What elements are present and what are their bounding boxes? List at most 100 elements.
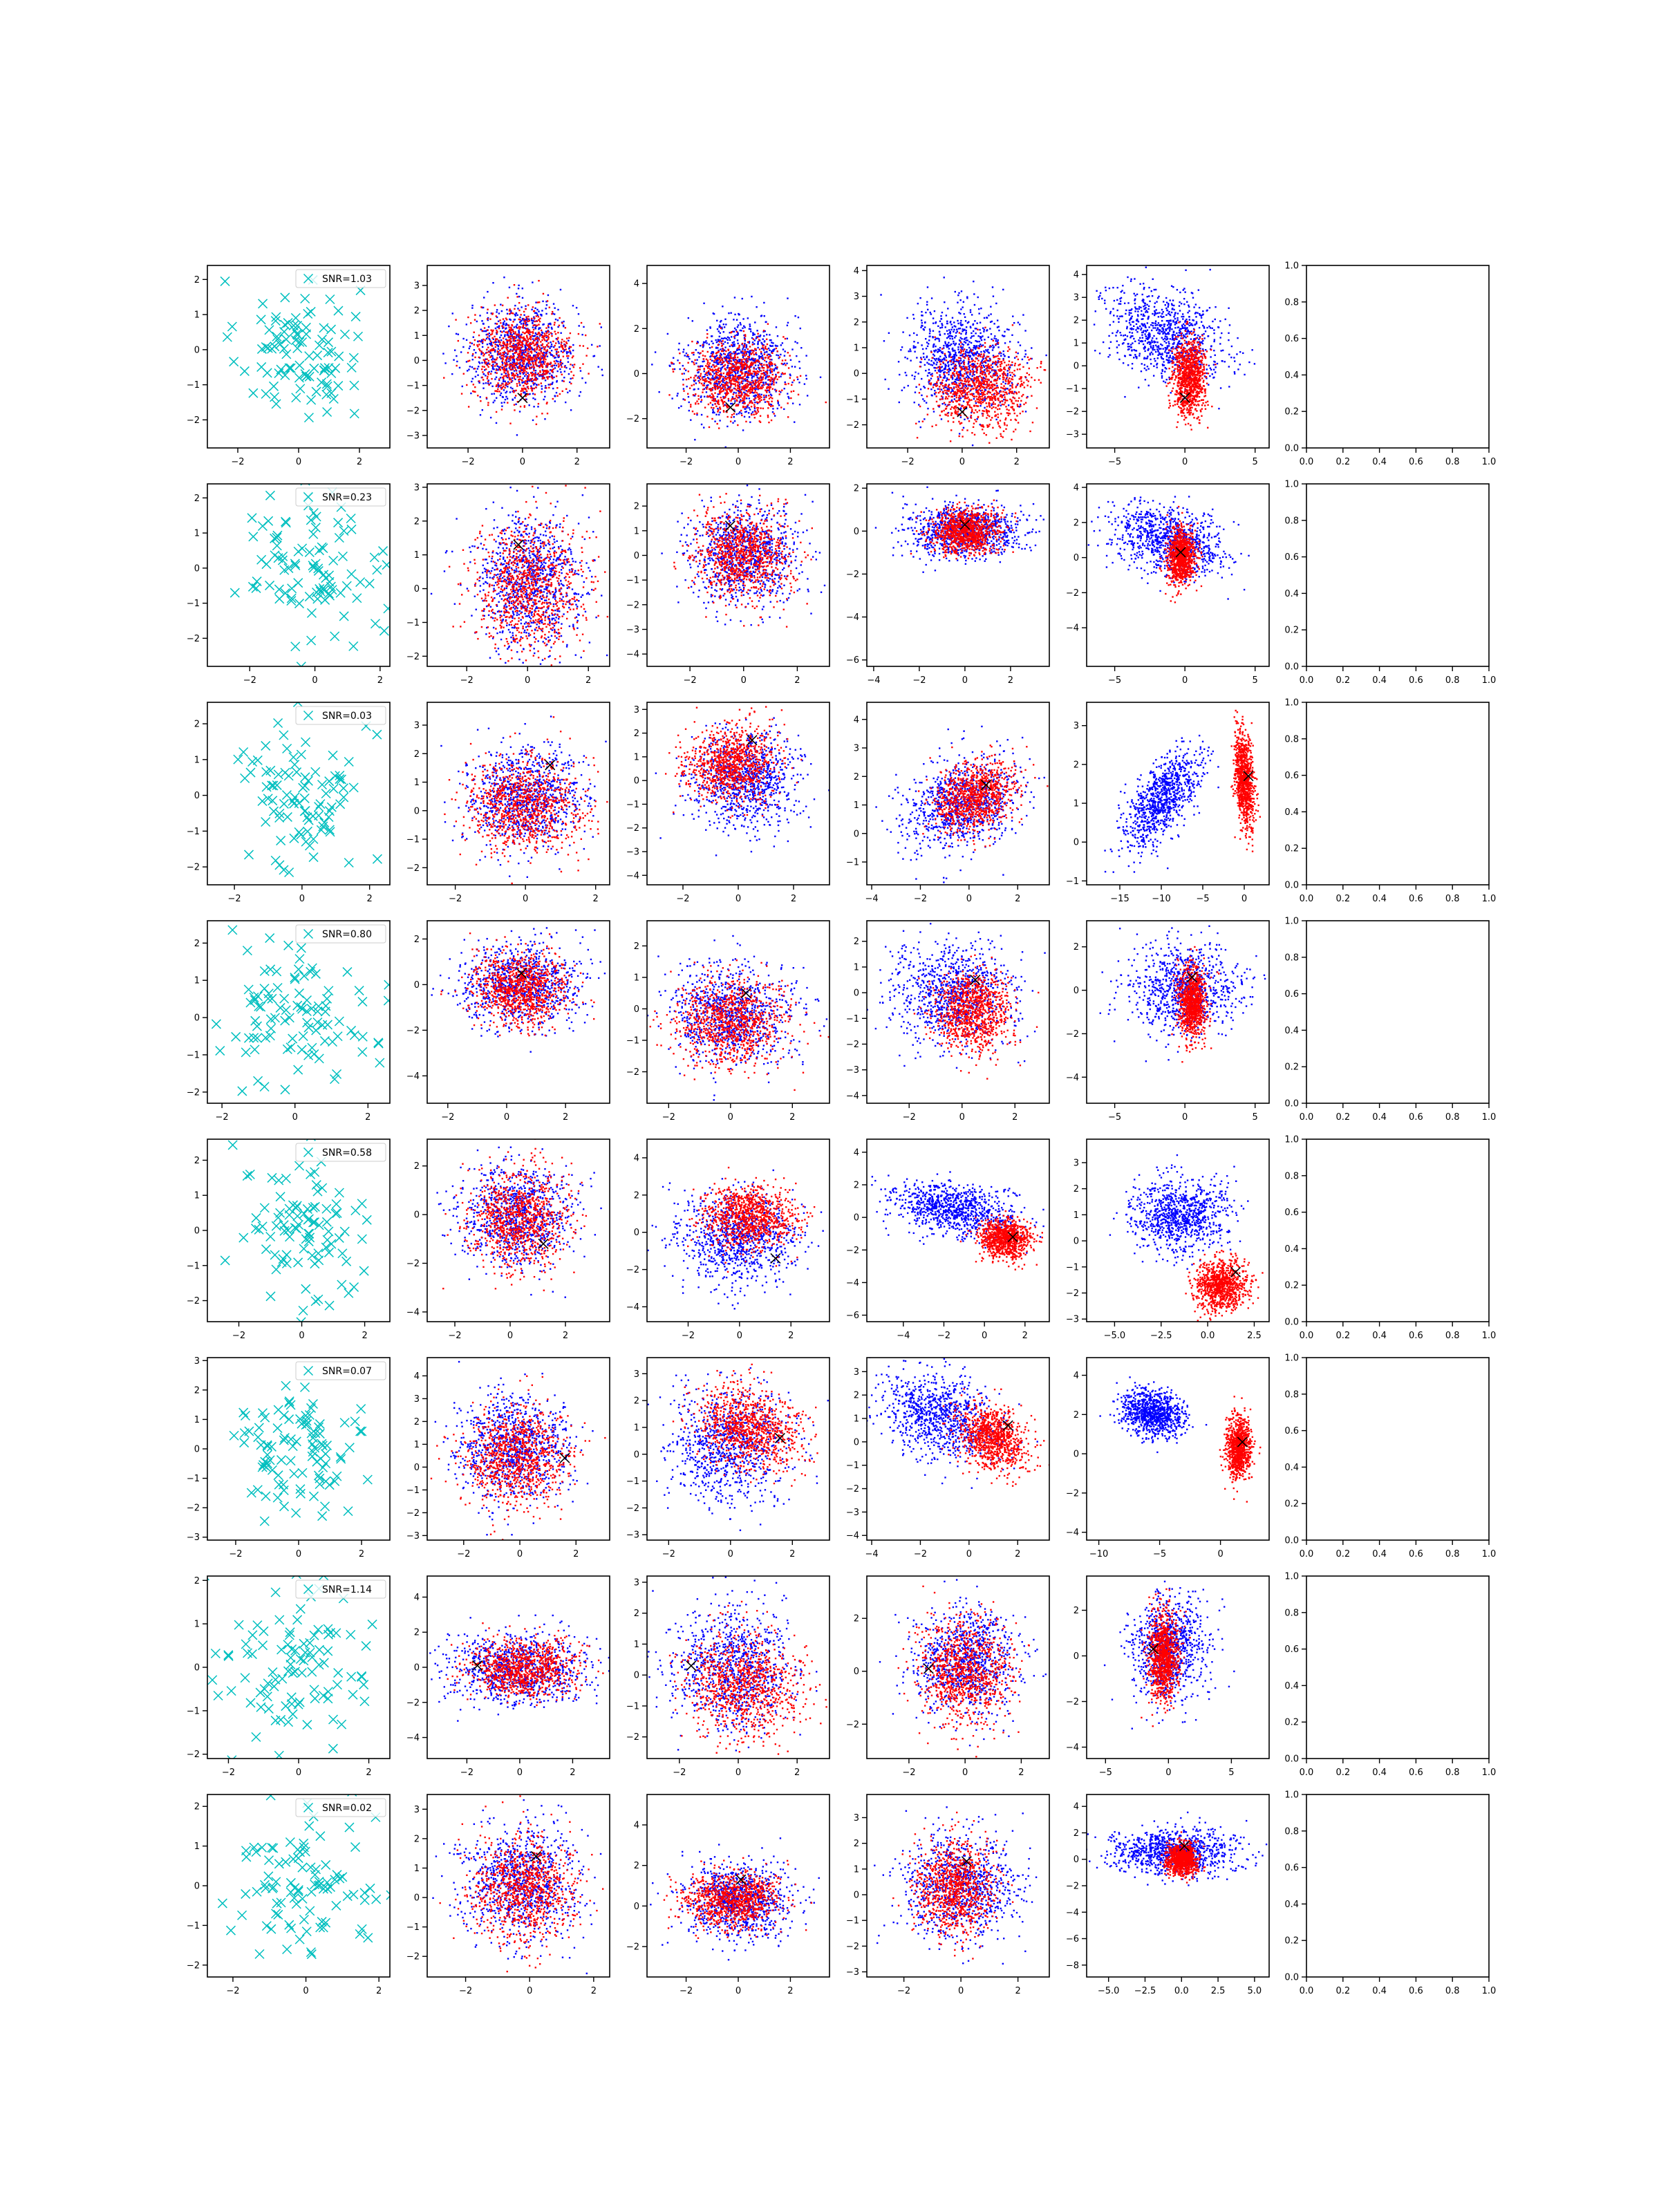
red-point (506, 331, 509, 333)
red-point (778, 393, 780, 395)
blue-point (962, 366, 964, 368)
blue-point (986, 350, 988, 353)
blue-point (939, 359, 941, 361)
red-point (734, 368, 737, 370)
red-point (482, 371, 484, 373)
signal-marker (270, 392, 280, 402)
blue-point (983, 317, 986, 319)
signal-marker (263, 343, 273, 353)
blue-point (481, 342, 484, 344)
blue-point (751, 379, 753, 382)
blue-point (719, 411, 721, 413)
red-point (545, 332, 548, 335)
blue-point (994, 371, 996, 374)
blue-point (746, 376, 748, 379)
blue-point (669, 365, 671, 367)
red-point (491, 330, 494, 332)
red-point (577, 332, 580, 335)
red-point (489, 318, 491, 320)
blue-point (963, 395, 965, 397)
red-point (527, 386, 529, 388)
blue-point (512, 387, 514, 390)
red-point (784, 337, 787, 340)
blue-point (514, 313, 516, 316)
red-point (719, 391, 721, 394)
red-point (927, 388, 930, 390)
blue-point (753, 373, 756, 375)
red-point (771, 371, 774, 373)
blue-point (760, 355, 762, 358)
red-point (512, 365, 514, 367)
blue-point (523, 352, 525, 354)
blue-point (486, 312, 489, 314)
blue-point (932, 317, 935, 319)
blue-point (973, 355, 975, 357)
red-point (488, 384, 490, 386)
red-point (742, 376, 744, 378)
blue-point (488, 337, 490, 339)
red-point (547, 338, 550, 340)
red-point (956, 388, 958, 391)
blue-point (791, 348, 794, 350)
red-point (767, 323, 769, 325)
red-point (774, 363, 776, 366)
blue-point (512, 363, 514, 366)
blue-point (945, 379, 948, 382)
red-point (527, 375, 529, 378)
blue-point (523, 391, 525, 394)
red-point (518, 352, 521, 355)
blue-point (756, 402, 759, 404)
blue-point (462, 346, 465, 348)
red-point (514, 308, 516, 310)
red-point (714, 392, 716, 394)
blue-point (697, 379, 700, 382)
blue-point (536, 312, 538, 315)
red-point (548, 333, 550, 335)
y-tick-label: −1 (406, 381, 420, 391)
red-point (478, 348, 480, 350)
blue-point (516, 314, 518, 317)
blue-point (752, 332, 755, 335)
blue-point (973, 303, 976, 306)
red-point (733, 380, 735, 382)
blue-point (787, 297, 789, 299)
red-point (536, 348, 538, 350)
red-point (724, 401, 726, 403)
blue-point (491, 385, 494, 388)
red-point (540, 363, 543, 366)
blue-point (521, 297, 524, 299)
red-point (466, 384, 468, 386)
red-point (955, 366, 957, 368)
red-point (522, 331, 524, 333)
red-point (724, 368, 727, 370)
blue-point (780, 391, 782, 393)
red-point (713, 400, 715, 402)
blue-point (733, 341, 735, 343)
blue-point (600, 326, 602, 328)
red-point (535, 379, 537, 382)
blue-point (748, 416, 751, 418)
blue-point (992, 347, 994, 349)
red-point (983, 371, 985, 373)
blue-point (770, 339, 772, 341)
red-point (713, 365, 715, 368)
y-tick-label: 3 (414, 281, 420, 291)
red-point (717, 402, 719, 404)
red-point (706, 359, 709, 362)
red-point (935, 391, 937, 394)
blue-point (729, 332, 731, 334)
red-point (516, 296, 518, 298)
blue-point (948, 355, 950, 357)
blue-point (921, 315, 923, 317)
blue-point (569, 368, 571, 370)
blue-point (989, 321, 992, 324)
red-point (1035, 407, 1038, 409)
blue-point (517, 308, 519, 310)
blue-point (991, 366, 994, 368)
red-point (731, 390, 733, 392)
red-point (599, 323, 601, 325)
red-point (744, 402, 746, 404)
red-point (1008, 360, 1011, 362)
blue-point (503, 330, 505, 332)
blue-point (758, 357, 760, 359)
